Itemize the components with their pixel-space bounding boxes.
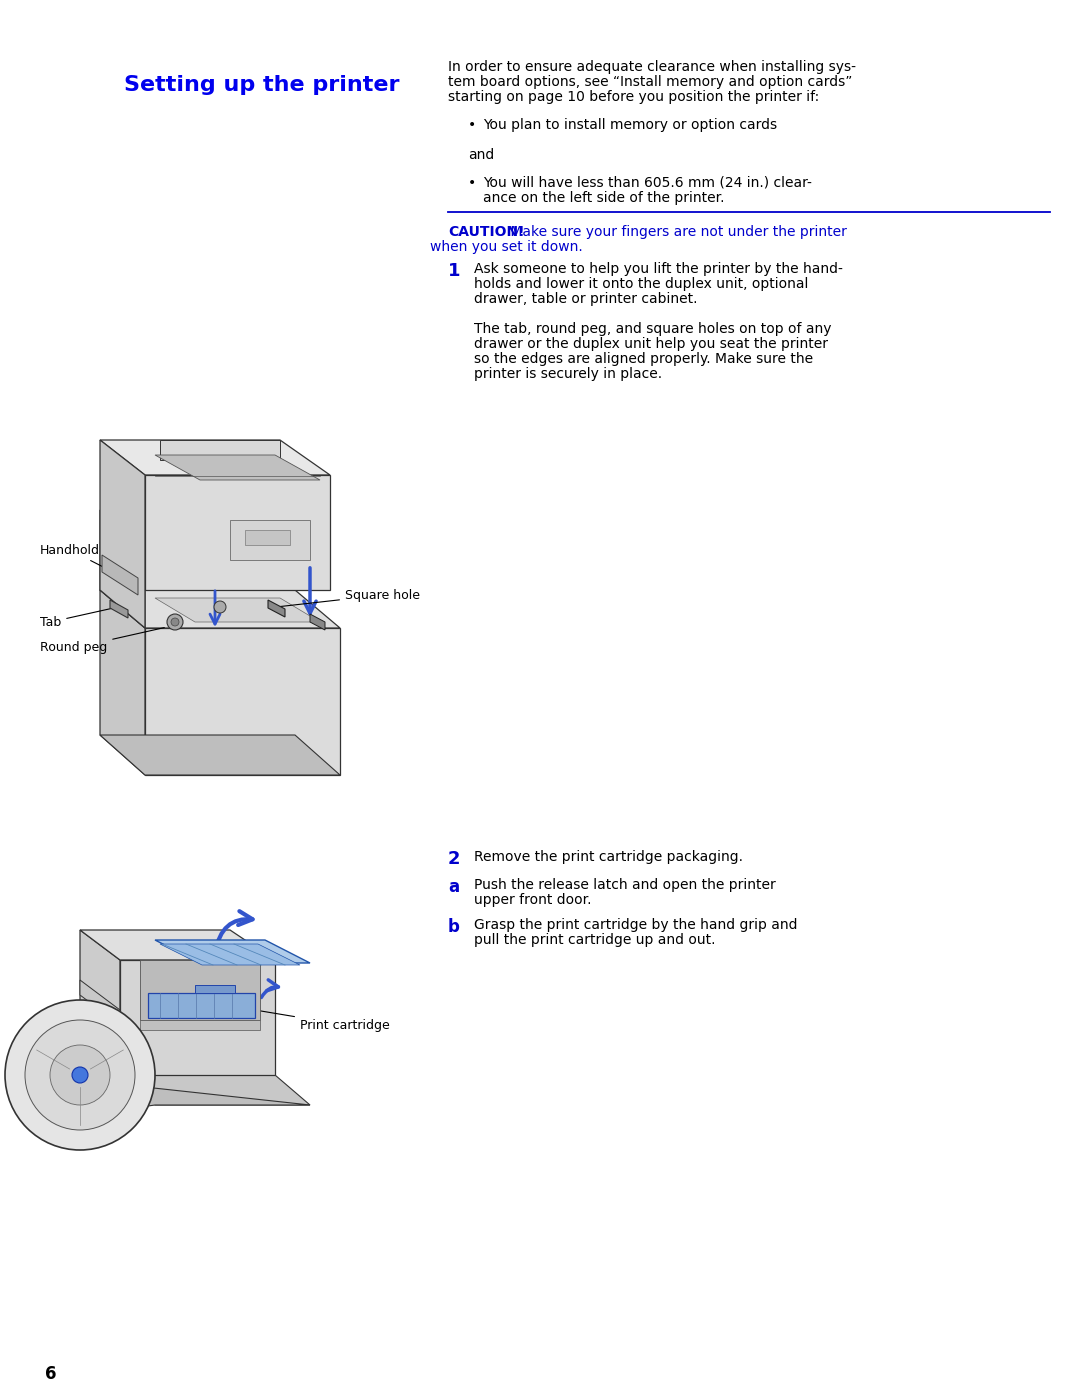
Text: tem board options, see “Install memory and option cards”: tem board options, see “Install memory a… [448,75,852,89]
Polygon shape [100,440,145,629]
Polygon shape [145,629,340,775]
Text: In order to ensure adequate clearance when installing sys-: In order to ensure adequate clearance wh… [448,60,856,74]
Circle shape [5,1000,156,1150]
Polygon shape [100,735,340,775]
Text: a: a [448,877,459,895]
Polygon shape [310,615,325,630]
Text: Print cartridge: Print cartridge [258,1010,390,1031]
Text: upper front door.: upper front door. [474,893,592,907]
Text: Handhold: Handhold [40,543,112,571]
Polygon shape [80,1080,310,1111]
Polygon shape [120,960,275,1076]
Circle shape [214,601,226,613]
Text: •: • [468,176,476,190]
Text: Square hole: Square hole [279,588,420,606]
Circle shape [171,617,179,626]
Polygon shape [80,930,275,960]
Circle shape [167,615,183,630]
Polygon shape [100,510,145,629]
Polygon shape [160,440,280,460]
Text: CAUTION!: CAUTION! [448,225,525,239]
Text: so the edges are aligned properly. Make sure the: so the edges are aligned properly. Make … [474,352,813,366]
Text: when you set it down.: when you set it down. [430,240,582,254]
Text: 2: 2 [448,849,460,868]
Polygon shape [120,1076,310,1105]
Polygon shape [100,590,340,629]
Polygon shape [245,529,291,545]
Text: You plan to install memory or option cards: You plan to install memory or option car… [483,117,778,131]
Text: Ask someone to help you lift the printer by the hand-: Ask someone to help you lift the printer… [474,263,842,277]
Text: b: b [448,918,460,936]
Polygon shape [80,930,120,1111]
Circle shape [50,1045,110,1105]
Circle shape [25,1020,135,1130]
Text: holds and lower it onto the duplex unit, optional: holds and lower it onto the duplex unit,… [474,277,808,291]
Text: Make sure your fingers are not under the printer: Make sure your fingers are not under the… [507,225,847,239]
Polygon shape [268,599,285,617]
Polygon shape [100,440,330,475]
Text: 1: 1 [448,263,460,279]
Text: ance on the left side of the printer.: ance on the left side of the printer. [483,191,725,205]
Circle shape [72,1067,87,1083]
Text: Setting up the printer: Setting up the printer [124,75,400,95]
Polygon shape [148,993,255,1018]
Text: Tab: Tab [40,608,116,629]
Text: You will have less than 605.6 mm (24 in.) clear-: You will have less than 605.6 mm (24 in.… [483,176,812,190]
Text: The tab, round peg, and square holes on top of any: The tab, round peg, and square holes on … [474,321,832,337]
Polygon shape [156,598,320,622]
Text: and: and [468,148,495,162]
Text: starting on page 10 before you position the printer if:: starting on page 10 before you position … [448,89,820,103]
Text: pull the print cartridge up and out.: pull the print cartridge up and out. [474,933,715,947]
Text: Push the release latch and open the printer: Push the release latch and open the prin… [474,877,775,893]
Polygon shape [140,960,260,1020]
Polygon shape [140,1020,260,1030]
Polygon shape [145,475,330,590]
Polygon shape [195,985,235,993]
Text: 6: 6 [45,1365,56,1383]
Polygon shape [156,455,320,481]
Text: Remove the print cartridge packaging.: Remove the print cartridge packaging. [474,849,743,863]
Text: drawer, table or printer cabinet.: drawer, table or printer cabinet. [474,292,698,306]
Text: Grasp the print cartridge by the hand grip and: Grasp the print cartridge by the hand gr… [474,918,797,932]
Text: •: • [468,117,476,131]
Polygon shape [156,940,310,963]
Polygon shape [80,981,120,1025]
Polygon shape [230,520,310,560]
Text: Round peg: Round peg [40,627,164,655]
Polygon shape [100,590,145,775]
Polygon shape [160,944,300,965]
Text: printer is securely in place.: printer is securely in place. [474,367,662,381]
Text: drawer or the duplex unit help you seat the printer: drawer or the duplex unit help you seat … [474,337,828,351]
Polygon shape [110,599,129,617]
Polygon shape [102,555,138,595]
